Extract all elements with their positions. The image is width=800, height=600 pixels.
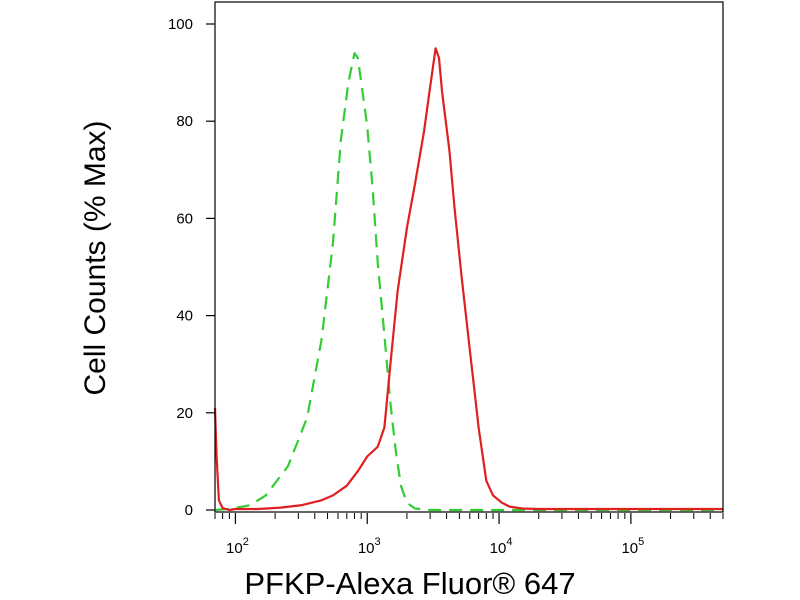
x-tick-label-exponent: 5 — [638, 536, 644, 548]
y-tick-label: 80 — [176, 113, 193, 130]
x-tick-label-base: 10 — [358, 540, 375, 557]
series-2-line — [213, 47, 723, 512]
y-axis-ticks: 0 20 40 60 80 100 — [168, 16, 215, 519]
plot-frame — [214, 1, 724, 513]
x-tick-label-base: 10 — [490, 540, 507, 557]
series-1-line — [215, 52, 723, 512]
x-tick-label: 105 — [621, 536, 644, 557]
y-tick-label: 40 — [176, 308, 193, 325]
x-tick-label: 102 — [226, 536, 249, 557]
x-tick-label-base: 10 — [621, 540, 638, 557]
x-axis-title: PFKP-Alexa Fluor® 647 — [244, 566, 575, 600]
x-tick-label-base: 10 — [226, 540, 243, 557]
x-tick-label: 104 — [490, 536, 513, 557]
x-tick-label: 103 — [358, 536, 381, 557]
x-tick-label-exponent: 3 — [375, 536, 381, 548]
x-tick-label-exponent: 2 — [243, 536, 249, 548]
y-tick-label: 20 — [176, 405, 193, 422]
y-tick-label: 0 — [185, 502, 193, 519]
y-tick-label: 60 — [176, 210, 193, 227]
x-axis-ticks: 102 103 104 105 — [214, 513, 724, 557]
x-tick-label-exponent: 4 — [506, 536, 512, 548]
y-axis-title: Cell Counts (% Max) — [79, 120, 112, 395]
y-tick-label: 100 — [168, 16, 193, 33]
series-layer — [213, 47, 723, 512]
